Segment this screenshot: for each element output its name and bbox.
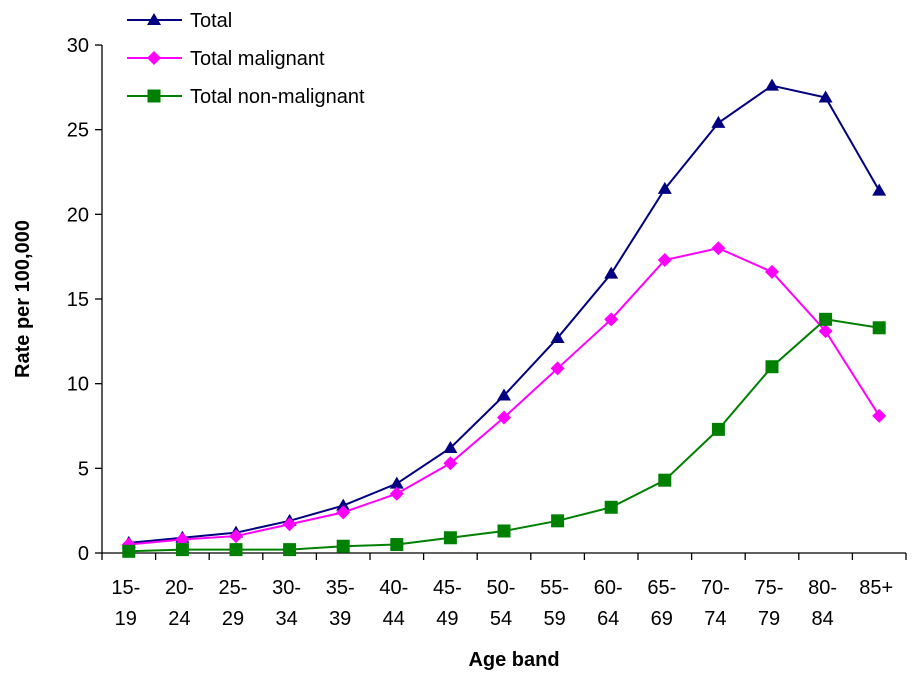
data-point [604,312,619,327]
x-tick-label: 85+ [859,577,893,599]
data-point [765,360,779,374]
data-point [283,543,297,557]
legend: Total Total malignant Total non-malignant [127,10,365,108]
x-tick-label: 24 [168,608,190,630]
x-axis-title: Age band [468,649,559,671]
x-tick-label: 50- [487,577,516,599]
legend-item: Total malignant [127,48,325,70]
y-tick-label: 10 [67,374,89,396]
data-point [497,410,511,425]
series-total [121,78,887,548]
x-tick-label: 65- [647,577,676,599]
legend-marker [147,13,161,25]
data-point [765,78,779,91]
data-point [872,321,886,335]
series-total-non-malignant [122,312,886,558]
x-tick-label: 44 [383,608,405,630]
y-tick-label: 0 [78,543,89,565]
x-tick-label: 55- [540,577,569,599]
y-tick-label: 20 [67,204,89,226]
y-ticks: 0 5 10 15 20 25 30 [67,35,102,565]
legend-label: Total non-malignant [190,86,365,108]
data-point [550,361,565,376]
x-tick-label: 84 [811,608,833,630]
legend-label: Total malignant [190,48,325,70]
data-point [497,388,511,401]
y-tick-label: 15 [67,289,89,311]
data-point [443,441,458,454]
x-tick-label: 64 [597,608,619,630]
series-line [128,318,880,553]
x-tick-label: 39 [329,608,351,630]
axes [101,45,906,554]
series-total-malignant [121,241,887,552]
x-tick-label: 20- [165,577,194,599]
x-tick-label: 69 [651,608,673,630]
data-point [390,538,404,552]
x-tick-label: 34 [275,608,297,630]
y-tick-label: 30 [67,35,89,57]
data-point [604,500,618,514]
data-point [658,473,672,487]
data-point [389,486,404,501]
x-tick-label: 49 [436,608,458,630]
x-tick-label: 29 [222,608,244,630]
data-point [550,330,565,343]
y-axis-title: Rate per 100,000 [12,220,34,378]
data-point [711,422,725,436]
data-point [229,529,243,544]
y-tick-label: 25 [67,120,89,142]
legend-marker [147,51,161,65]
data-point [336,539,350,553]
x-tick-label: 59 [543,608,565,630]
data-point [336,498,351,511]
data-point [229,543,243,557]
legend-item: Total [127,10,232,32]
x-tick-label: 60- [594,577,623,599]
data-point [819,312,833,326]
data-point [551,514,565,528]
legend-label: Total [190,10,232,32]
x-tick-label: 79 [758,608,780,630]
data-point [711,115,726,128]
x-tick-label: 30- [272,577,301,599]
y-tick-label: 5 [78,458,89,480]
data-point [711,241,726,256]
x-tick-label: 45- [433,577,462,599]
data-point [818,324,833,339]
data-point [443,531,457,545]
x-tick-label: 75- [755,577,784,599]
data-point [872,183,887,196]
x-tick-label: 40- [379,577,408,599]
data-point [122,544,136,558]
x-tick-label: 35- [326,577,355,599]
data-point [282,517,297,532]
data-point [175,532,190,547]
data-point [657,181,672,194]
data-point [872,408,887,423]
legend-marker [147,89,161,103]
data-point [497,524,511,538]
data-point [818,90,833,103]
x-tick-label: 25- [219,577,248,599]
data-point [175,543,189,557]
data-point [657,253,672,268]
legend-item: Total non-malignant [127,86,365,108]
data-point [604,266,619,279]
x-tick-label: 19 [115,608,137,630]
x-tick-label: 54 [490,608,512,630]
series-layer [121,78,887,558]
x-tick-label: 80- [808,577,837,599]
x-tick-label: 70- [701,577,730,599]
data-point [389,476,404,489]
data-point [443,456,458,471]
x-tick-label: 15- [111,577,140,599]
x-ticks: 15- 19 20- 24 25- 29 30- 34 35- 39 40- 44 45- 49 50- 54… [101,553,907,630]
series-line [128,84,881,544]
x-tick-label: 74 [704,608,726,630]
data-point [336,505,351,520]
data-point [765,264,779,279]
